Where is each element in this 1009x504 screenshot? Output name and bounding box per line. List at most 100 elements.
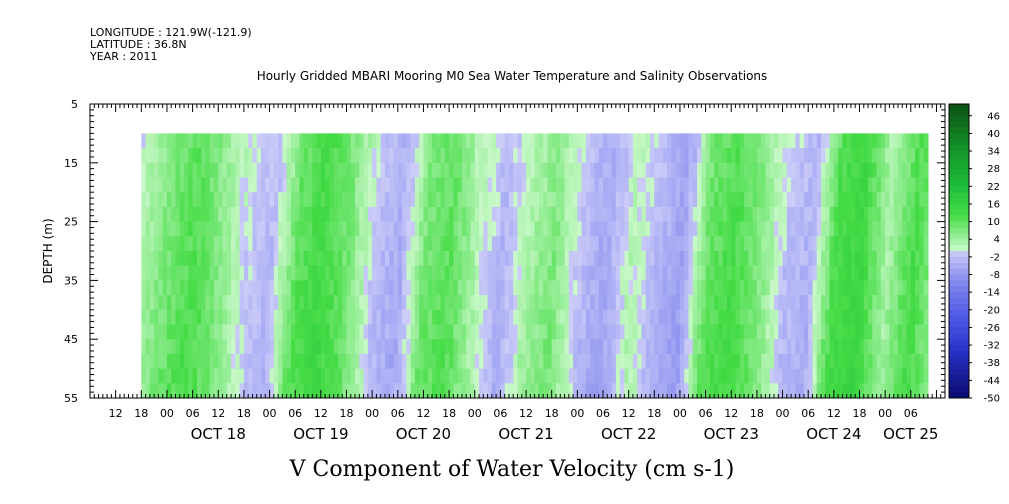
heatmap-cell — [295, 280, 301, 296]
heatmap-cell — [222, 265, 228, 281]
heatmap-cell — [350, 265, 356, 281]
heatmap-cell — [521, 177, 527, 193]
x-hour-label: 18 — [750, 407, 764, 420]
heatmap-cell — [902, 236, 908, 252]
heatmap-cell — [718, 265, 724, 281]
heatmap-cell — [380, 265, 386, 281]
heatmap-cell — [654, 221, 660, 237]
heatmap-cell — [355, 206, 360, 223]
heatmap-cell — [226, 265, 232, 281]
heatmap-cell — [816, 162, 822, 179]
heatmap-cell — [889, 339, 895, 355]
heatmap-cell — [158, 162, 164, 179]
heatmap-cell — [842, 148, 848, 164]
heatmap-cell — [816, 353, 822, 370]
heatmap-cell — [568, 324, 574, 340]
heatmap-cell — [731, 221, 737, 237]
heatmap-cell — [684, 177, 690, 193]
heatmap-cell — [449, 295, 454, 311]
heatmap-cell — [384, 280, 390, 296]
heatmap-cell — [645, 133, 651, 149]
heatmap-cell — [436, 251, 442, 267]
heatmap-cell — [543, 368, 549, 384]
heatmap-cell — [491, 251, 497, 267]
heatmap-cell — [833, 368, 839, 384]
heatmap-cell — [538, 309, 544, 326]
heatmap-cell — [650, 309, 655, 326]
heatmap-cell — [876, 324, 882, 340]
heatmap-cell — [496, 295, 501, 311]
heatmap-cell — [786, 251, 792, 267]
heatmap-cell — [564, 309, 570, 326]
heatmap-cell — [658, 236, 664, 252]
y-tick-label: 5 — [71, 98, 78, 111]
heatmap-cell — [333, 309, 339, 326]
heatmap-cell — [654, 280, 660, 296]
heatmap-cell — [205, 192, 211, 208]
heatmap-cell — [645, 206, 651, 223]
heatmap-cell — [278, 383, 283, 398]
heatmap-cell — [308, 162, 313, 179]
heatmap-cell — [213, 383, 219, 398]
heatmap-cell — [303, 265, 309, 281]
heatmap-cell — [534, 295, 540, 311]
heatmap-cell — [551, 353, 557, 370]
heatmap-cell — [902, 368, 908, 384]
heatmap-cell — [461, 162, 467, 179]
heatmap-cell — [791, 265, 796, 281]
heatmap-cell — [367, 383, 373, 398]
heatmap-cell — [547, 251, 553, 267]
heatmap-cell — [701, 383, 707, 398]
heatmap-cell — [658, 295, 664, 311]
heatmap-cell — [209, 133, 215, 149]
heatmap-cell — [808, 383, 814, 398]
heatmap-cell — [278, 368, 283, 384]
heatmap-cell — [889, 295, 895, 311]
heatmap-cell — [243, 309, 249, 326]
heatmap-cell — [444, 133, 450, 149]
heatmap-cell — [547, 265, 553, 281]
heatmap-cell — [821, 295, 826, 311]
heatmap-cell — [184, 324, 189, 340]
heatmap-cell — [863, 206, 869, 223]
heatmap-cell — [342, 295, 348, 311]
heatmap-cell — [350, 251, 356, 267]
heatmap-cell — [654, 133, 660, 149]
heatmap-cell — [752, 280, 758, 296]
heatmap-cell — [393, 368, 399, 384]
heatmap-cell — [184, 221, 189, 237]
heatmap-cell — [474, 206, 480, 223]
heatmap-cell — [603, 280, 608, 296]
heatmap-cell — [756, 236, 762, 252]
heatmap-cell — [744, 221, 749, 237]
heatmap-cell — [632, 251, 638, 267]
heatmap-cell — [573, 280, 578, 296]
heatmap-cell — [812, 177, 818, 193]
heatmap-cell — [213, 251, 219, 267]
heatmap-cell — [457, 192, 463, 208]
heatmap-cell — [855, 353, 861, 370]
heatmap-cell — [410, 251, 416, 267]
heatmap-cell — [329, 280, 335, 296]
heatmap-cell — [705, 309, 711, 326]
heatmap-cell — [461, 368, 467, 384]
heatmap-cell — [803, 324, 809, 340]
heatmap-cell — [692, 162, 698, 179]
heatmap-cell — [299, 148, 305, 164]
heatmap-cell — [175, 280, 181, 296]
heatmap-cell — [316, 162, 322, 179]
heatmap-cell — [705, 251, 711, 267]
heatmap-cell — [231, 236, 236, 252]
heatmap-cell — [628, 309, 634, 326]
heatmap-cell — [376, 368, 382, 384]
heatmap-cell — [209, 309, 215, 326]
heatmap-cell — [290, 265, 296, 281]
x-hour-label: 12 — [622, 407, 636, 420]
heatmap-cell — [359, 221, 365, 237]
heatmap-cell — [504, 177, 510, 193]
heatmap-cell — [838, 133, 843, 149]
heatmap-cell — [684, 295, 690, 311]
heatmap-cell — [457, 324, 463, 340]
heatmap-cell — [248, 206, 254, 223]
heatmap-cell — [803, 339, 809, 355]
